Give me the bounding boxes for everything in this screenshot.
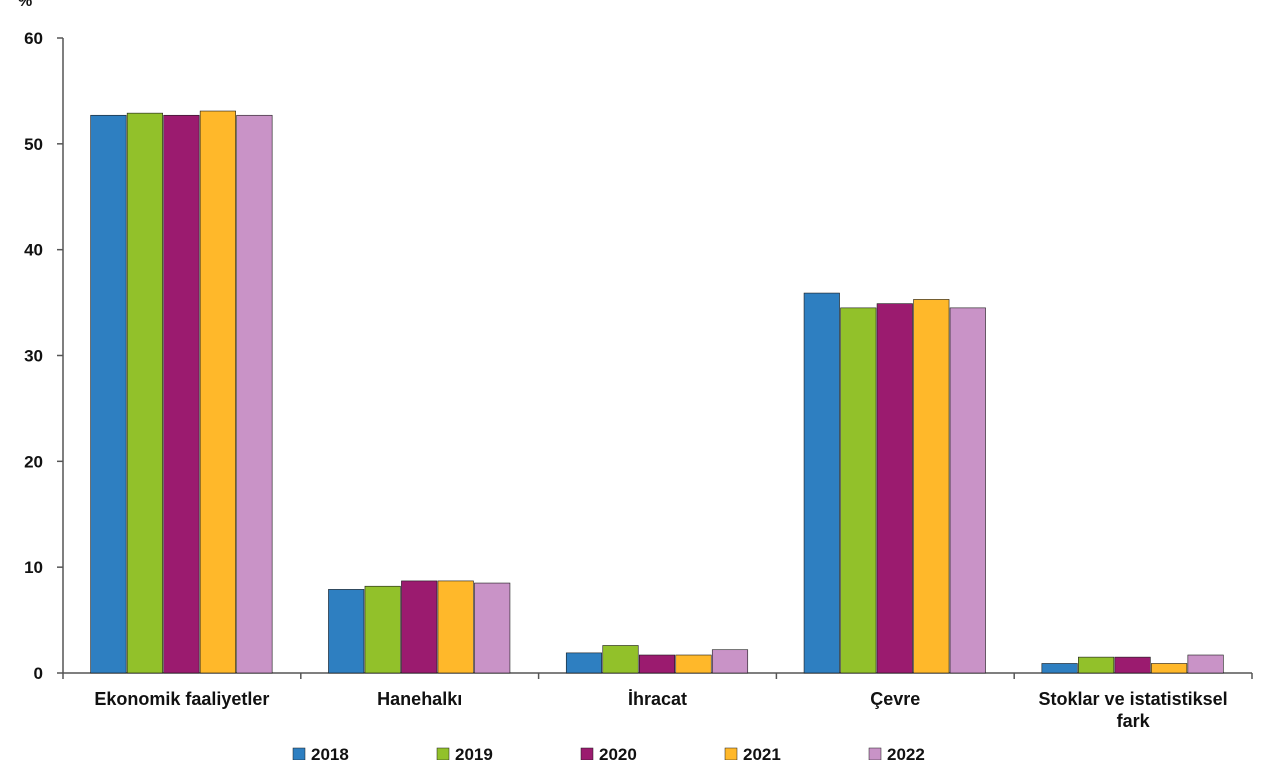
bar-2022-3 bbox=[949, 307, 986, 674]
bar-2022-0 bbox=[236, 114, 273, 674]
bar-2022-1 bbox=[474, 582, 511, 674]
y-tick-label: 10 bbox=[24, 558, 43, 577]
bar-2020-1 bbox=[401, 580, 438, 674]
bar-2021-2 bbox=[675, 654, 712, 674]
y-axis-ticks: 0 10 20 30 40 50 60 bbox=[24, 29, 63, 683]
bar-2019-3 bbox=[840, 307, 877, 674]
legend-label-2021: 2021 bbox=[743, 745, 781, 760]
legend-label-2022: 2022 bbox=[887, 745, 925, 760]
category-label: İhracat bbox=[628, 689, 687, 709]
bar-2020-4 bbox=[1114, 656, 1151, 674]
y-tick-label: 40 bbox=[24, 241, 43, 260]
bar-2018-3 bbox=[803, 292, 840, 674]
category-labels: Ekonomik faaliyetler Hanehalkı İhracat Çevr… bbox=[94, 689, 1227, 731]
y-tick-label: 30 bbox=[24, 347, 43, 366]
bar-2020-2 bbox=[638, 654, 676, 674]
bar-2022-2 bbox=[711, 649, 749, 674]
bar-2021-3 bbox=[913, 299, 950, 674]
y-tick-label: 60 bbox=[24, 29, 43, 48]
category-label: Hanehalkı bbox=[377, 689, 462, 709]
bar-2021-0 bbox=[199, 110, 236, 674]
legend-label-2019: 2019 bbox=[455, 745, 493, 760]
bar-2019-0 bbox=[126, 112, 163, 674]
legend-swatch-2022 bbox=[868, 747, 882, 761]
bar-2019-4 bbox=[1078, 656, 1115, 674]
legend-swatch-2018 bbox=[292, 747, 306, 761]
y-axis-unit-label: % bbox=[18, 0, 32, 10]
legend-label-2018: 2018 bbox=[311, 745, 349, 760]
legend-swatch-2021 bbox=[724, 747, 738, 761]
y-tick-label: 20 bbox=[24, 452, 43, 471]
bar-2021-1 bbox=[437, 580, 474, 674]
bar-2018-4 bbox=[1041, 663, 1078, 674]
legend: 2018 2019 2020 2021 2022 bbox=[292, 745, 925, 764]
bar-2020-3 bbox=[876, 303, 913, 674]
category-label: Stoklar ve istatistiksel fark bbox=[1039, 689, 1228, 731]
x-axis-ticks bbox=[62, 673, 1253, 679]
bar-2020-0 bbox=[163, 114, 200, 674]
bar-2018-0 bbox=[90, 114, 127, 674]
bar-2018-2 bbox=[565, 652, 603, 674]
bar-2018-1 bbox=[328, 589, 365, 674]
legend-swatch-2019 bbox=[436, 747, 450, 761]
bar-2019-2 bbox=[602, 645, 639, 674]
y-tick-label: 0 bbox=[34, 664, 43, 683]
y-tick-label: 50 bbox=[24, 135, 43, 154]
bar-2021-4 bbox=[1151, 663, 1188, 674]
bar-series-group bbox=[90, 110, 1224, 674]
bar-2019-1 bbox=[364, 585, 401, 674]
legend-swatch-2020 bbox=[580, 747, 594, 761]
bar-2022-4 bbox=[1187, 654, 1224, 674]
category-label: Çevre bbox=[870, 689, 920, 709]
legend-label-2020: 2020 bbox=[599, 745, 637, 760]
category-label: Ekonomik faaliyetler bbox=[94, 689, 269, 709]
